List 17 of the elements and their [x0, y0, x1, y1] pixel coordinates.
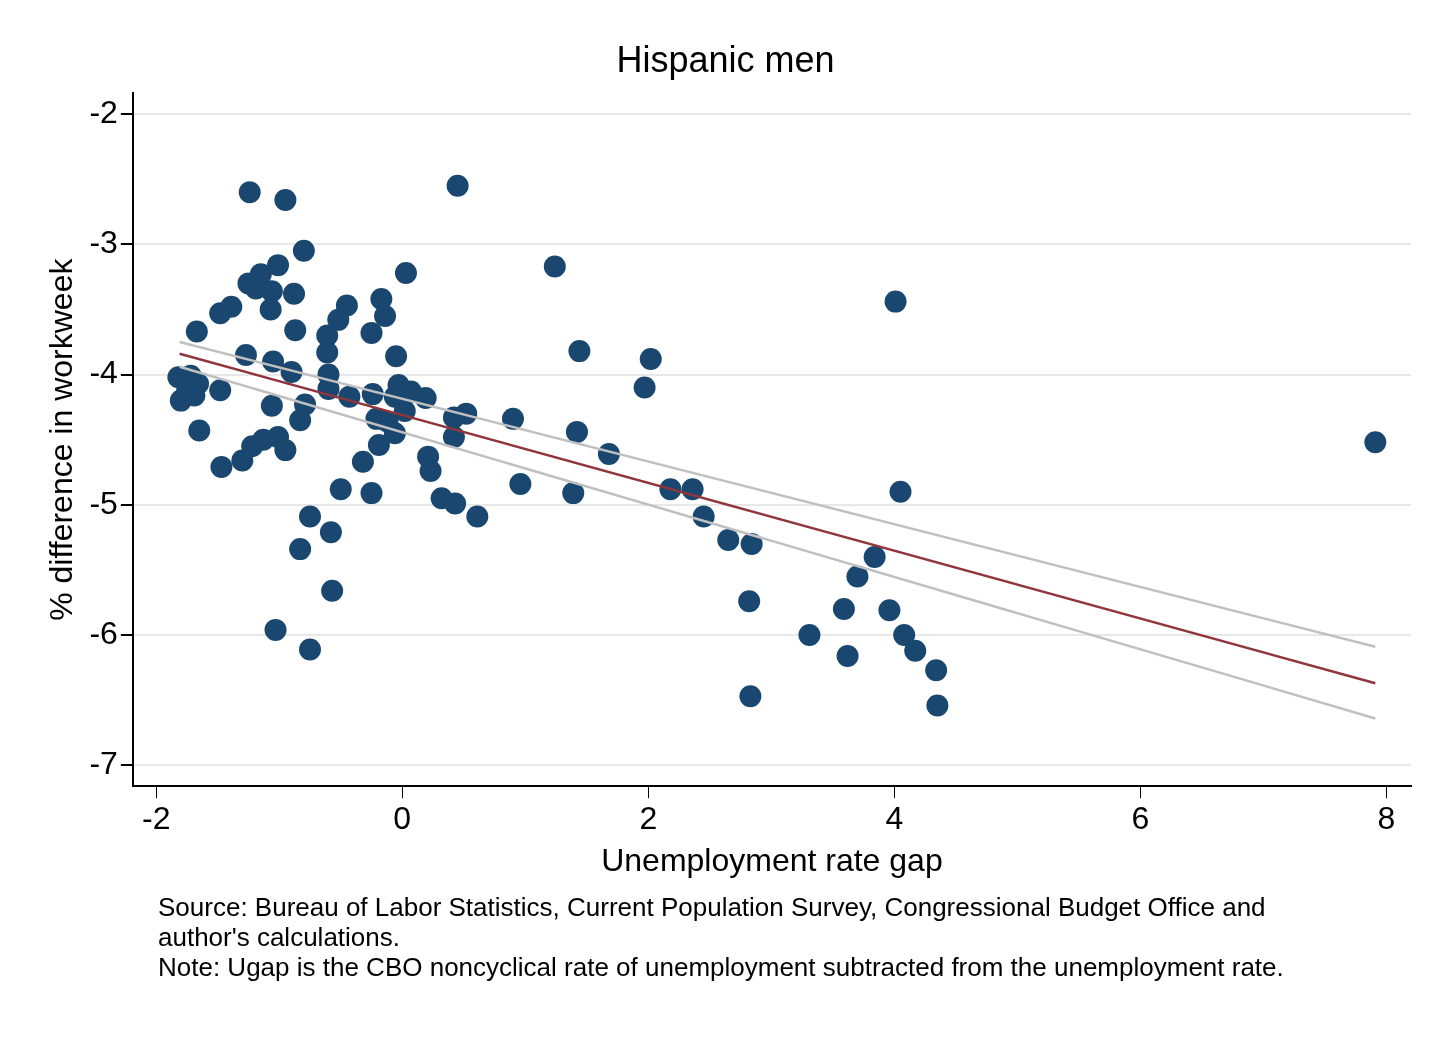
- y-tick-label: -2: [89, 93, 118, 130]
- x-axis-title: Unemployment rate gap: [601, 841, 943, 878]
- y-tick-label: -4: [89, 354, 118, 391]
- text: Note: Ugap is the CBO noncyclical rate of unemployment subtracted from the unemployment rate.: [158, 952, 1285, 982]
- y-tick-label: -3: [89, 224, 118, 261]
- source-note: Source: Bureau of Labor Statistics, Current Population Survey, Congressional Budget Office and author's calculations.: [158, 892, 1267, 952]
- x-tick-label: 2: [639, 800, 658, 837]
- x-tick-label: -2: [142, 800, 171, 837]
- y-tick-label: -6: [89, 614, 118, 651]
- x-tick-label: 0: [393, 800, 412, 837]
- chart-title: Hispanic men: [616, 38, 835, 80]
- x-tick-label: 8: [1377, 800, 1396, 837]
- y-tick-label: -5: [89, 484, 118, 521]
- x-tick-label: 6: [1131, 800, 1150, 837]
- y-tick-label: -7: [89, 745, 118, 782]
- y-axis-title: % difference in workweek: [43, 257, 80, 621]
- x-tick-label: 4: [885, 800, 904, 837]
